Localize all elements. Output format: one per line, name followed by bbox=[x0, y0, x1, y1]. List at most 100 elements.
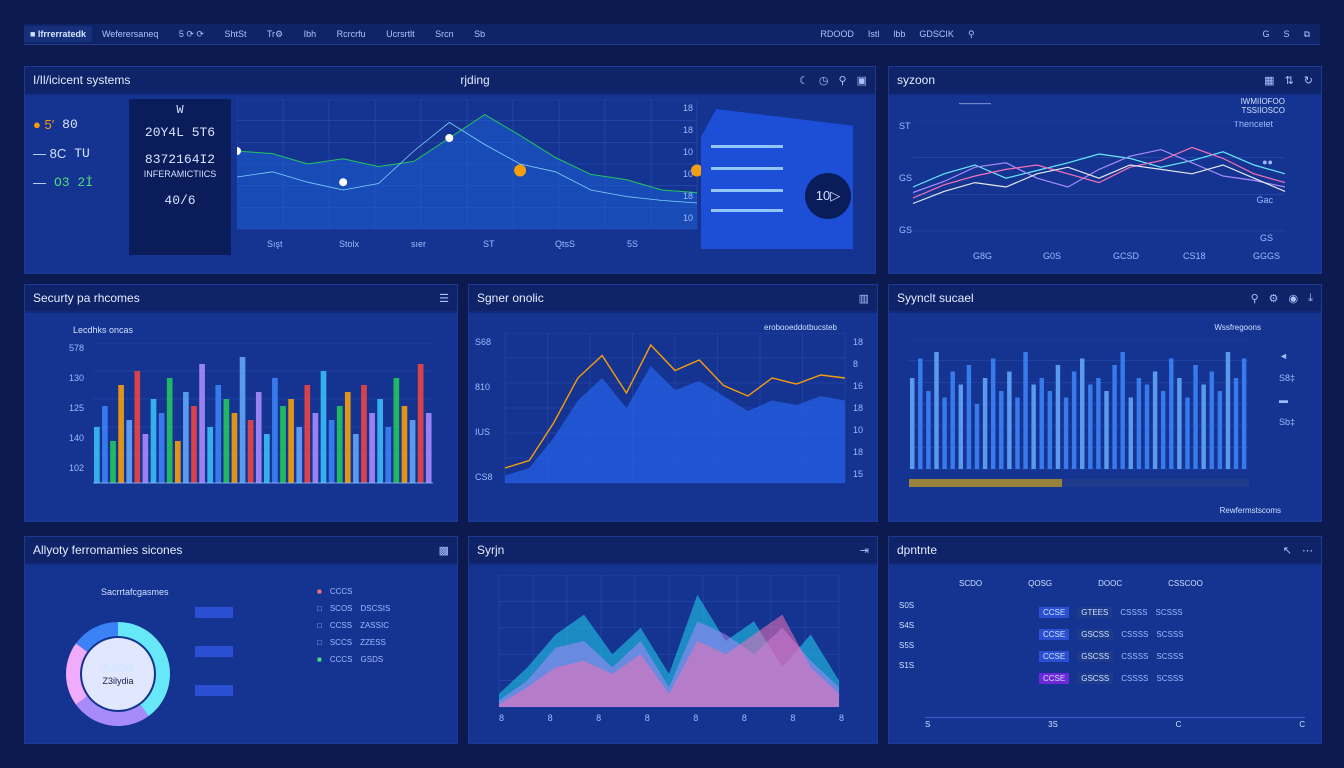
save-icon[interactable]: ▣ bbox=[856, 74, 867, 87]
y-tick: Thencelet bbox=[1233, 121, 1273, 129]
legend-item: ———— bbox=[959, 99, 991, 108]
download-icon[interactable]: ⤓ bbox=[1308, 291, 1313, 304]
data-point bbox=[691, 164, 703, 177]
moon-icon[interactable]: ☾ bbox=[799, 74, 809, 87]
panel-dpntnte: dpntnte ↖ ⋯ SCDO QOSG DOOC CSSCOO S0S S4… bbox=[888, 536, 1322, 744]
summary-c: 8372164I2 bbox=[144, 152, 216, 167]
more-icon[interactable]: ⋯ bbox=[1302, 544, 1313, 557]
bar bbox=[264, 434, 270, 483]
y-tick: 18 bbox=[683, 191, 693, 201]
row-label: S0S bbox=[899, 601, 915, 610]
donut-center: SAGG Z3ilydia bbox=[81, 661, 155, 686]
table-row[interactable]: CCSE GTEES CSSSS SCSSS bbox=[1039, 601, 1309, 623]
x-tick: G8G bbox=[973, 251, 992, 261]
chart-icon[interactable]: ▥ bbox=[858, 292, 869, 305]
list-item[interactable]: □ CCSS ZASSIC bbox=[317, 621, 389, 630]
list-item[interactable]: □ SCCS ZZESS bbox=[317, 638, 386, 647]
nav-item[interactable]: Sb bbox=[474, 28, 486, 39]
tool-item[interactable]: lbb bbox=[893, 28, 906, 39]
tool-item[interactable]: Istl bbox=[867, 28, 880, 39]
mini-tag bbox=[195, 646, 233, 657]
y-tick: 10 bbox=[683, 213, 693, 223]
table-row[interactable]: CCSE GSCSS CSSSS SCSSS bbox=[1039, 623, 1309, 645]
y-tick: CS8 bbox=[475, 472, 493, 482]
tool-item[interactable]: GDSCIK bbox=[919, 28, 954, 39]
bar bbox=[1169, 358, 1174, 469]
menu-icon[interactable]: ☰ bbox=[439, 292, 449, 305]
user-icon[interactable]: ◉ bbox=[1288, 292, 1299, 305]
nav-item[interactable]: Ucrsrtlt bbox=[386, 28, 415, 39]
settings-icon[interactable]: G bbox=[1262, 28, 1270, 39]
bar bbox=[183, 392, 189, 483]
list-item[interactable]: □ SCOS DSCSIS bbox=[317, 604, 391, 613]
bar bbox=[304, 385, 311, 483]
user-icon[interactable]: S bbox=[1283, 28, 1290, 39]
bar bbox=[174, 441, 181, 483]
bar bbox=[255, 392, 262, 483]
x-tick: 8 bbox=[596, 713, 601, 723]
nav-item[interactable]: Rcrcrfu bbox=[336, 28, 366, 39]
nav-item[interactable]: Ibh bbox=[303, 28, 317, 39]
window-icon[interactable]: ⧉ bbox=[1303, 28, 1310, 39]
bar bbox=[1063, 397, 1069, 469]
nav-item[interactable]: 5 ⟳ ⟳ bbox=[178, 28, 204, 39]
bar bbox=[1007, 371, 1012, 469]
y-tick: S68 bbox=[475, 337, 491, 347]
y-tick: 15 bbox=[853, 469, 863, 479]
search-icon[interactable]: ⚲ bbox=[1250, 292, 1259, 305]
panel-body: Wssfregoons ◄ S8‡ ▬ Sb‡ Rewfermstscoms bbox=[889, 313, 1321, 521]
panel-synch: Syynclt sucael ⚲ ⚙ ◉ ⤓ Wssfregoons ◄ S8‡ ▬… bbox=[888, 284, 1322, 522]
bar bbox=[361, 385, 367, 483]
list-item[interactable]: ■ CCCS GSDS bbox=[317, 655, 384, 664]
y-tick: 18 bbox=[853, 337, 863, 347]
y-tick: ST bbox=[899, 121, 911, 131]
bar bbox=[1217, 391, 1223, 469]
bar bbox=[1233, 378, 1239, 469]
legend-item: QOSG bbox=[1028, 579, 1053, 588]
data-table: CCSE GTEES CSSSS SCSSS CCSE GSCSS CSSSS SCSSS … bbox=[1039, 601, 1309, 689]
x-tick: 8 bbox=[499, 713, 504, 723]
bar bbox=[328, 420, 335, 483]
table-row[interactable]: CCSE GSCSS CSSSS SCSSS bbox=[1039, 667, 1309, 689]
bar bbox=[1096, 378, 1101, 469]
panel-title: Securty pa rhcomes bbox=[33, 291, 140, 305]
clock-icon[interactable]: ◷ bbox=[818, 74, 829, 87]
sort-icon[interactable]: ⇅ bbox=[1284, 74, 1294, 87]
image-icon[interactable]: ▩ bbox=[438, 544, 449, 557]
list-item[interactable]: ■ CCCS bbox=[317, 587, 353, 596]
table-row[interactable]: CCSE GSCSS CSSSS SCSSS bbox=[1039, 645, 1309, 667]
export-icon[interactable]: ⇥ bbox=[859, 544, 869, 557]
grid-icon[interactable]: ▦ bbox=[1264, 74, 1275, 87]
bar bbox=[118, 385, 124, 483]
chart-subtitle: Lecdhks oncas bbox=[73, 325, 134, 335]
bar bbox=[1225, 352, 1231, 469]
cursor-icon[interactable]: ↖ bbox=[1282, 544, 1292, 557]
bar bbox=[1241, 358, 1247, 469]
kpi-row: — 8C TU bbox=[33, 146, 125, 161]
brand-logo[interactable]: ■ lfrrerratedk bbox=[24, 26, 92, 42]
donut-slice bbox=[66, 643, 88, 705]
filter-icon[interactable]: ⚲ bbox=[838, 74, 847, 87]
nav-item[interactable]: Srcn bbox=[435, 28, 454, 39]
panel-title: Syrjn bbox=[477, 543, 505, 557]
nav-item[interactable]: Tr⚙ bbox=[266, 28, 284, 39]
panel-systems: I/Il/icicent systems rjding ☾ ◷ ⚲ ▣ ● 5′… bbox=[24, 66, 876, 274]
panel-body: Sacrrtafcgasmes SAGG Z3ilydia ■ CCCS □ SCO… bbox=[25, 565, 457, 743]
refresh-icon[interactable]: ↻ bbox=[1303, 74, 1313, 87]
line-series bbox=[504, 343, 846, 469]
search-icon[interactable]: ⚲ bbox=[967, 28, 975, 39]
nav-item[interactable]: Weferersaneq bbox=[101, 28, 159, 39]
nav-item[interactable]: ShtSt bbox=[224, 28, 247, 39]
bar bbox=[1047, 391, 1053, 469]
tool-item[interactable]: RDOOD bbox=[820, 28, 854, 39]
panel-syrjn: Syrjn ⇥ 8 8 8 8 8 8 8 8 bbox=[468, 536, 878, 744]
settings-icon[interactable]: ⚙ bbox=[1268, 292, 1279, 305]
bar bbox=[958, 384, 964, 469]
panel-signer: Sgner onolic ▥ erobooeddotbucsteb S68 810… bbox=[468, 284, 878, 522]
bar bbox=[134, 371, 141, 483]
callout-badge[interactable]: 10▷ bbox=[805, 173, 851, 219]
bar bbox=[950, 371, 955, 469]
kpi-label: — 8C bbox=[33, 146, 67, 161]
ability-donut-chart bbox=[66, 622, 171, 726]
bar bbox=[1071, 371, 1077, 469]
